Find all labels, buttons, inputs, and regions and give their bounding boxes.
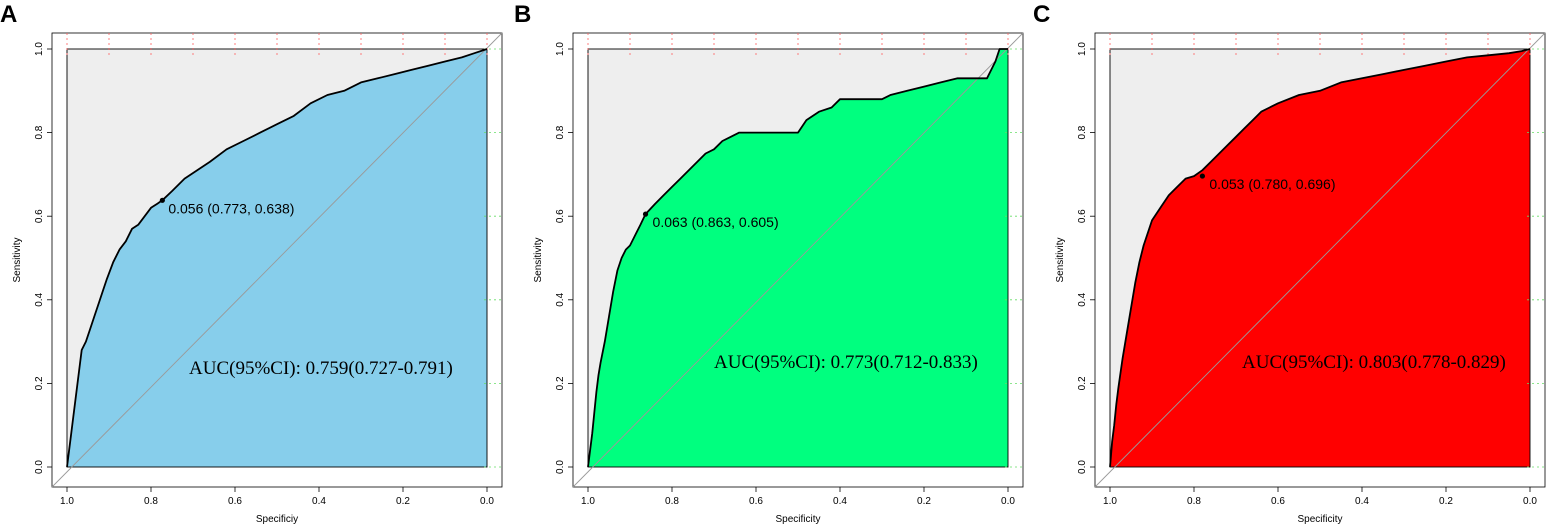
y-tick-label: 0.4 — [1077, 292, 1088, 306]
threshold-point — [642, 211, 649, 217]
x-tick-label: 0.4 — [1355, 496, 1369, 507]
x-tick-label: 0.2 — [396, 496, 410, 507]
y-tick-label: 0.4 — [555, 292, 566, 306]
roc-panel-a: 1.0 0.8 0.6 0.4 0.2 0.0 0.0 0.2 0.4 0.6 0.8 1.0 Spec… — [0, 1, 503, 525]
y-tick-label: 0.0 — [34, 460, 45, 474]
y-tick-label: 0.6 — [555, 209, 566, 223]
threshold-point — [1199, 173, 1205, 179]
x-axis-title: Specificity — [1297, 514, 1342, 525]
x-tick-label: 1.0 — [581, 496, 595, 507]
x-tick-label: 0.4 — [312, 496, 326, 507]
y-tick-label: 0.6 — [1077, 209, 1088, 223]
threshold-label: 0.056 (0.773, 0.638) — [168, 200, 294, 216]
x-tick-label: 0.8 — [665, 496, 679, 507]
x-tick-label: 0.8 — [1187, 496, 1201, 507]
x-tick-label: 0.2 — [1439, 496, 1453, 507]
x-tick-label: 0.6 — [1271, 496, 1285, 507]
auc-label: AUC(95%CI): 0.803(0.778-0.829) — [1242, 352, 1506, 373]
auc-label: AUC(95%CI): 0.773(0.712-0.833) — [714, 352, 978, 373]
y-tick-label: 0.2 — [34, 376, 45, 390]
x-tick-label: 1.0 — [1103, 496, 1117, 507]
panel-letter: B — [514, 1, 531, 28]
x-tick-label: 0.2 — [917, 496, 931, 507]
y-tick-label: 0.0 — [555, 460, 566, 474]
y-tick-label: 0.8 — [1077, 125, 1088, 139]
reference-diagonal — [1094, 32, 1546, 488]
roc-panel-b: 1.0 0.8 0.6 0.4 0.2 0.0 0.0 0.2 0.4 0.6 0.8 1.0 Spec… — [514, 1, 1024, 525]
reference-diagonal — [572, 32, 1024, 488]
y-tick-label: 0.4 — [34, 292, 45, 306]
threshold-label: 0.053 (0.780, 0.696) — [1209, 176, 1335, 192]
x-tick-label: 0.4 — [833, 496, 847, 507]
y-tick-label: 0.2 — [1077, 376, 1088, 390]
x-tick-label: 0.8 — [144, 496, 158, 507]
panel-letter: A — [0, 1, 17, 28]
reference-diagonal — [51, 32, 503, 488]
threshold-label: 0.063 (0.863, 0.605) — [653, 214, 779, 230]
y-tick-label: 1.0 — [34, 42, 45, 56]
y-tick-label: 0.8 — [555, 125, 566, 139]
x-tick-label: 0.6 — [749, 496, 763, 507]
threshold-point — [159, 197, 165, 203]
y-axis-title: Sensitivity — [533, 237, 544, 282]
x-axis-title: Specificiy — [256, 514, 298, 525]
roc-curve — [1109, 48, 1531, 468]
y-tick-label: 0.2 — [555, 376, 566, 390]
y-tick-label: 0.6 — [34, 209, 45, 223]
y-tick-label: 0.0 — [1077, 460, 1088, 474]
y-tick-label: 0.8 — [34, 125, 45, 139]
x-tick-label: 0.0 — [1523, 496, 1537, 507]
x-tick-label: 0.6 — [228, 496, 242, 507]
y-tick-label: 1.0 — [555, 42, 566, 56]
panel-letter: C — [1033, 1, 1050, 28]
y-axis-title: Sensitivity — [12, 237, 23, 282]
x-tick-label: 0.0 — [480, 496, 494, 507]
x-axis-title: Specificity — [775, 514, 820, 525]
roc-panel-c: 1.0 0.8 0.6 0.4 0.2 0.0 0.0 0.2 0.4 0.6 0.8 1.0 Spec… — [1033, 1, 1546, 525]
y-tick-label: 1.0 — [1077, 42, 1088, 56]
y-axis-title: Sensitivity — [1055, 237, 1066, 282]
roc-curve — [587, 48, 1008, 468]
auc-label: AUC(95%CI): 0.759(0.727-0.791) — [189, 358, 453, 379]
x-tick-label: 0.0 — [1001, 496, 1015, 507]
x-tick-label: 1.0 — [60, 496, 74, 507]
